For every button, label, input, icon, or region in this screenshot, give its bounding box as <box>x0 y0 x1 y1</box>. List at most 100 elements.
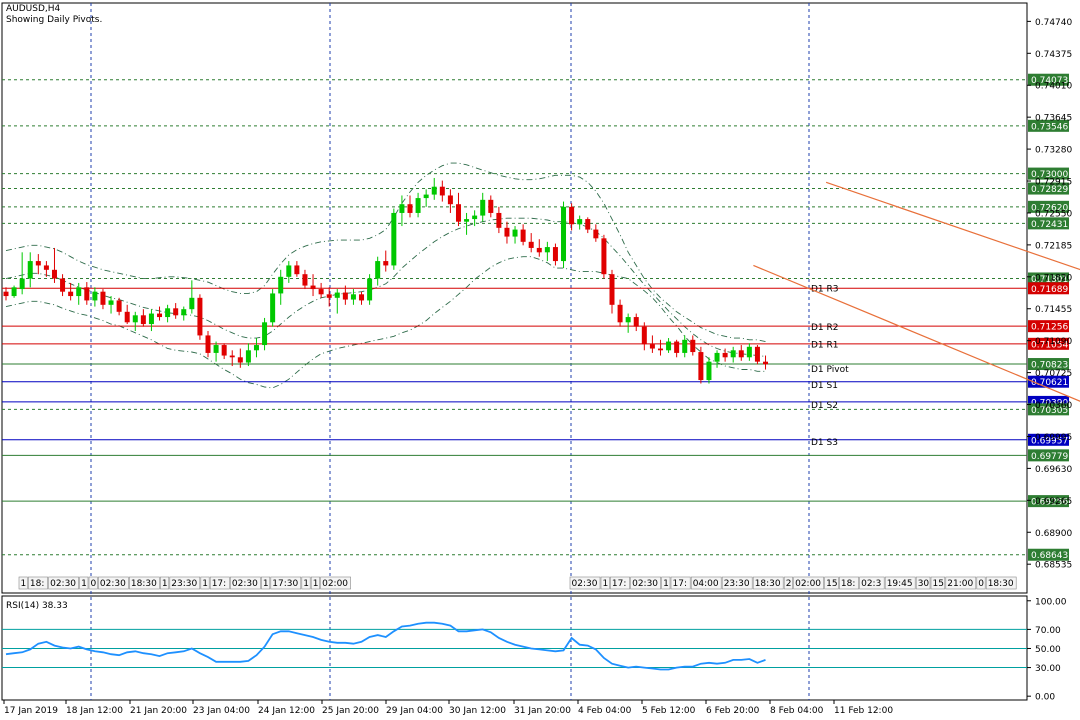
candle-bear <box>609 274 615 305</box>
candle-bull <box>367 278 373 301</box>
price-level-tag <box>1028 548 1069 561</box>
candle-bear <box>569 206 575 225</box>
time-marker-label: 17: <box>212 579 226 589</box>
time-marker-label: 02:30 <box>100 579 126 589</box>
time-tick-label: 6 Feb 20:00 <box>706 706 760 716</box>
time-marker-label: 02:3 <box>861 579 881 589</box>
price-axis: 0.74740 0.74375 0.74010 0.73645 0.73280 0.729… <box>1027 18 1072 571</box>
price-tick-label: 0.70360 <box>1035 401 1072 411</box>
time-marker-box <box>261 576 271 590</box>
time-tick-label: 30 Jan 12:00 <box>449 706 506 716</box>
candle-bull <box>714 352 720 362</box>
pivot-label: D1 S1 <box>811 381 838 391</box>
time-marker-label: 0 <box>978 579 984 589</box>
time-marker-box <box>98 576 129 590</box>
candle-bear <box>84 287 90 301</box>
price-level-tag <box>1028 272 1069 285</box>
time-marker-label: 21:00 <box>947 579 973 589</box>
time-marker-label: 02:30 <box>632 579 658 589</box>
candle-bear <box>116 300 122 312</box>
candle-bear <box>51 269 57 279</box>
price-tick-label: 0.69265 <box>1035 497 1072 507</box>
candle-bull <box>19 278 25 290</box>
price-level-label: 0.73546 <box>1031 122 1068 132</box>
time-tick-label: 23 Jan 04:00 <box>193 706 250 716</box>
candle-bear <box>326 294 332 298</box>
candle-bear <box>60 278 66 292</box>
time-marker-box <box>320 576 351 590</box>
candle-bull <box>148 313 154 325</box>
time-marker-label: 30 <box>918 579 930 589</box>
time-marker-box <box>793 576 824 590</box>
candle-bear <box>641 326 647 345</box>
price-tick-label: 0.73280 <box>1035 146 1072 156</box>
time-marker-label: 02:00 <box>322 579 348 589</box>
rsi-tick-label: 70.00 <box>1035 626 1061 636</box>
time-marker-box <box>752 576 784 590</box>
price-tick-label: 0.74740 <box>1035 18 1072 28</box>
time-marker-box <box>824 576 839 590</box>
lower-trend-line[interactable] <box>753 264 1080 469</box>
upper-trend-line[interactable] <box>825 181 1080 325</box>
time-marker-box <box>783 576 793 590</box>
price-tick-label: 0.74010 <box>1035 82 1072 92</box>
time-marker-label: 2 <box>786 579 792 589</box>
time-marker-box <box>839 576 859 590</box>
pivot-label: D1 R3 <box>811 285 839 295</box>
time-marker-box <box>661 576 671 590</box>
candle-bear <box>601 238 607 275</box>
price-tick-label: 0.68535 <box>1035 561 1072 571</box>
candle-bull <box>11 287 17 297</box>
candle-bull <box>666 341 672 351</box>
time-marker-label: 1 <box>663 579 669 589</box>
candle-bull <box>350 294 356 300</box>
time-tick-label: 29 Jan 04:00 <box>386 706 443 716</box>
candle-bear <box>455 204 461 222</box>
candle-bear <box>342 292 348 300</box>
time-marker-label: 19:45 <box>887 579 913 589</box>
time-marker-box <box>200 576 210 590</box>
candle-bull <box>189 297 195 310</box>
candle-bull <box>706 361 712 381</box>
candle-bear <box>536 247 542 253</box>
time-marker-label: 1 <box>603 579 609 589</box>
pivot-label: D1 R2 <box>811 323 839 333</box>
time-tick-label: 11 Feb 12:00 <box>834 706 893 716</box>
price-level-label: 0.68643 <box>1031 551 1068 561</box>
price-level-tag <box>1028 200 1069 213</box>
time-tick-label: 24 Jan 12:00 <box>258 706 315 716</box>
price-level-tag <box>1028 403 1069 416</box>
candle-bear <box>763 361 769 365</box>
price-tick-label: 0.71090 <box>1035 337 1072 347</box>
candles <box>3 177 769 384</box>
candle-bear <box>68 291 74 297</box>
candle-bear <box>496 212 502 228</box>
candle-bear <box>383 261 389 266</box>
time-marker-box <box>945 576 977 590</box>
candle-bear <box>205 335 211 353</box>
price-level-tag <box>1028 337 1069 350</box>
candle-bull <box>181 309 187 316</box>
candle-bear <box>237 357 243 363</box>
candle-bull <box>682 339 688 353</box>
price-level-label: 0.72431 <box>1031 220 1068 230</box>
candle-bull <box>27 261 33 279</box>
candle-bull <box>561 206 567 262</box>
time-marker-label: 1 <box>162 579 168 589</box>
candle-bear <box>359 294 365 301</box>
pivot-label: D1 R1 <box>811 341 839 351</box>
price-level-label: 0.72620 <box>1031 203 1068 213</box>
time-marker-box <box>270 576 302 590</box>
time-marker-label: 17: <box>612 579 626 589</box>
candle-bear <box>100 291 106 305</box>
candle-bear <box>698 352 704 381</box>
time-marker-box <box>985 576 1017 590</box>
time-marker-box <box>690 576 722 590</box>
price-level-tag <box>1028 217 1069 230</box>
rsi-tick-label: 50.00 <box>1035 645 1061 655</box>
time-marker-label: 18: <box>30 579 44 589</box>
time-marker-box <box>610 576 630 590</box>
candle-bull <box>253 345 259 351</box>
trend-lines[interactable] <box>753 181 1080 469</box>
